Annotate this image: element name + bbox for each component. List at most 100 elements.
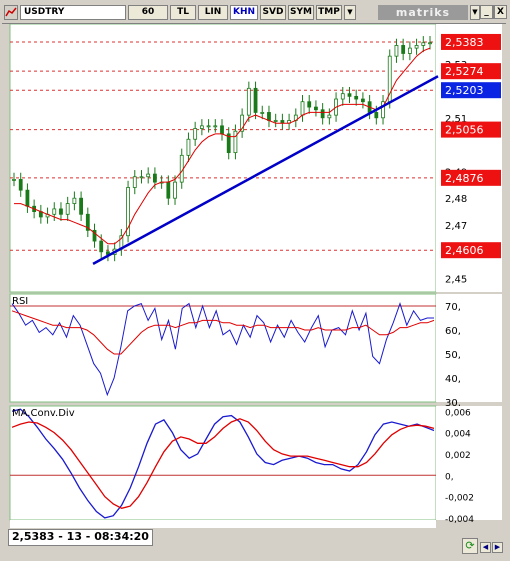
candle-body bbox=[374, 112, 379, 119]
price-label-text: 2,5274 bbox=[445, 65, 484, 78]
candle-body bbox=[12, 179, 16, 181]
price-label-text: 2,4606 bbox=[445, 244, 484, 257]
chart-area[interactable]: 2,532,512,492,482,472,452,53832,52742,52… bbox=[8, 24, 502, 528]
price-label-box bbox=[441, 242, 501, 259]
candle-body bbox=[354, 95, 359, 100]
candle-body bbox=[126, 187, 130, 237]
candle-body bbox=[260, 112, 265, 114]
rsi-axis-bg bbox=[436, 294, 502, 402]
candle-body bbox=[220, 125, 224, 135]
candle-body bbox=[246, 87, 251, 116]
svd-button[interactable]: SVD bbox=[260, 5, 286, 20]
candle-body bbox=[146, 173, 151, 178]
candle-body bbox=[206, 125, 211, 128]
candle-body bbox=[92, 229, 97, 242]
logo-dropdown-button[interactable]: ▼ bbox=[470, 5, 480, 20]
price-label-text: 2,5203 bbox=[445, 84, 484, 97]
candle-body bbox=[421, 42, 426, 46]
macd-tick-label: 0,004 bbox=[445, 430, 471, 440]
price-label-box bbox=[441, 33, 501, 50]
sym-button[interactable]: SYM bbox=[288, 5, 314, 20]
scroll-right-button[interactable]: ▶ bbox=[492, 542, 503, 553]
minimize-button[interactable]: _ bbox=[480, 5, 493, 19]
macd-axis-bg bbox=[436, 406, 502, 520]
macd-signal-line bbox=[11, 418, 435, 509]
rsi-title: RSI bbox=[12, 296, 28, 307]
candle-body bbox=[226, 133, 231, 154]
time-axis-bg bbox=[10, 520, 436, 528]
symbol-selector[interactable]: USDTRY bbox=[20, 5, 126, 20]
candle-body bbox=[407, 47, 412, 54]
candle-body bbox=[132, 176, 137, 188]
tmp-button[interactable]: TMP bbox=[316, 5, 342, 20]
macd-pane[interactable]: MA.Conv.Div 0,006 0,004 0,002 0, -0,002 -0,004 bbox=[9, 405, 502, 525]
price-plot-bg bbox=[9, 24, 437, 293]
price-label-box bbox=[441, 121, 501, 138]
macd-line bbox=[11, 408, 435, 519]
candle-body bbox=[394, 45, 399, 57]
tl-button[interactable]: TL bbox=[170, 5, 196, 20]
candle-body bbox=[428, 42, 432, 45]
period-label: 60 bbox=[141, 7, 155, 17]
price-pane[interactable]: 2,532,512,492,482,472,452,53832,52742,52… bbox=[9, 24, 502, 293]
candle-body bbox=[320, 109, 325, 119]
candle-body bbox=[59, 208, 63, 215]
time-axis: 2627020304 bbox=[10, 520, 436, 528]
price-label-text: 2,4876 bbox=[445, 172, 484, 185]
price-label-box bbox=[441, 63, 501, 80]
rsi-pane[interactable]: RSI 70, 60, 50, 40, 30, bbox=[9, 293, 502, 409]
app-icon[interactable] bbox=[4, 5, 18, 20]
candle-body bbox=[273, 120, 278, 122]
candle-body bbox=[327, 114, 332, 119]
rsi-signal-line bbox=[11, 310, 435, 355]
rsi-plot-bg bbox=[9, 293, 437, 403]
candle-body bbox=[139, 176, 144, 179]
scroll-left-button[interactable]: ◀ bbox=[480, 542, 491, 553]
price-tick-label: 2,45 bbox=[445, 275, 467, 286]
chevron-down-icon: ▼ bbox=[472, 8, 478, 16]
moving-average-line bbox=[14, 47, 431, 245]
candle-body bbox=[179, 154, 184, 183]
cursor-readout: 2,5383 - 13 - 08:34:20 bbox=[8, 529, 153, 546]
rsi-tick-label: 60, bbox=[445, 326, 461, 337]
candle-body bbox=[25, 189, 30, 207]
refresh-icon: ⟳ bbox=[465, 539, 475, 552]
price-label-text: 2,5056 bbox=[445, 124, 484, 137]
price-label-text: 2,5383 bbox=[445, 36, 484, 49]
candle-body bbox=[340, 93, 345, 100]
price-tick-label: 2,47 bbox=[445, 221, 467, 232]
candle-body bbox=[186, 138, 191, 156]
candle-body bbox=[72, 197, 77, 204]
refresh-button[interactable]: ⟳ bbox=[462, 538, 478, 554]
candle-body bbox=[65, 203, 70, 215]
khn-button[interactable]: KHN bbox=[230, 5, 258, 20]
dropdown-button[interactable]: ▼ bbox=[344, 5, 356, 20]
chevron-down-icon: ▼ bbox=[347, 8, 353, 16]
price-tick-label: 2,51 bbox=[445, 114, 467, 125]
macd-title: MA.Conv.Div bbox=[12, 408, 75, 419]
candle-body bbox=[193, 128, 198, 140]
candle-body bbox=[381, 101, 385, 119]
rsi-tick-label: 30, bbox=[445, 398, 461, 409]
lin-button[interactable]: LIN bbox=[198, 5, 228, 20]
candle-body bbox=[307, 101, 312, 108]
close-button[interactable]: X bbox=[494, 5, 507, 19]
period-selector[interactable]: 60 bbox=[128, 5, 168, 20]
rsi-line bbox=[11, 302, 434, 397]
candle-body bbox=[79, 197, 83, 215]
status-bar: 2,5383 - 13 - 08:34:20 ⟳ ◀ ▶ bbox=[8, 528, 503, 554]
candle-body bbox=[347, 93, 352, 97]
matriks-logo: matriks bbox=[378, 5, 468, 20]
macd-tick-label: -0,002 bbox=[445, 494, 474, 504]
macd-plot-bg bbox=[9, 405, 437, 521]
rsi-tick-label: 70, bbox=[445, 302, 461, 313]
candle-body bbox=[85, 213, 90, 231]
candle-body bbox=[253, 87, 258, 113]
candle-body bbox=[199, 125, 204, 129]
candle-body bbox=[414, 45, 419, 49]
candle-body bbox=[401, 45, 406, 54]
candle-body bbox=[99, 240, 104, 253]
symbol-label: USDTRY bbox=[24, 7, 65, 17]
rsi-tick-label: 50, bbox=[445, 350, 461, 361]
